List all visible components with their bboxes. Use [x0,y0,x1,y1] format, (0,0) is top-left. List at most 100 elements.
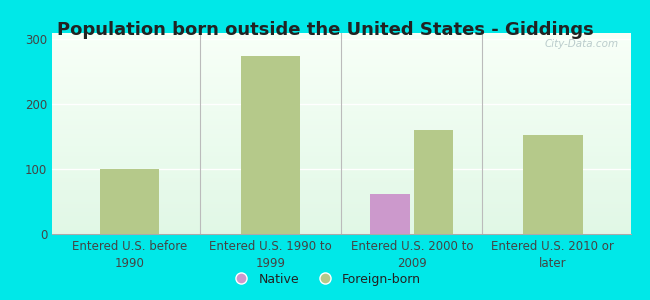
Bar [52,154,630,156]
Bar [52,71,630,73]
Bar [52,125,630,128]
Bar [52,124,630,125]
Bar [52,51,630,53]
Bar [52,158,630,160]
Bar [52,180,630,182]
Bar [52,184,630,186]
Bar [52,228,630,230]
Bar [52,81,630,83]
Bar [52,91,630,93]
Bar [370,194,410,234]
Bar [52,202,630,204]
Bar [52,196,630,198]
Bar [52,99,630,101]
Bar [52,142,630,144]
Bar [52,93,630,95]
Bar [52,101,630,103]
Bar [52,75,630,77]
Bar [52,156,630,158]
Bar [52,47,630,49]
Bar [52,61,630,63]
Bar [52,160,630,162]
Bar [52,116,630,117]
Bar [241,56,300,234]
Bar [52,198,630,200]
Bar [52,178,630,180]
Bar [52,43,630,45]
Bar [52,83,630,85]
Bar [52,222,630,224]
Bar [52,119,630,122]
Bar [52,131,630,134]
Bar [52,216,630,218]
Bar [52,137,630,140]
Bar [52,39,630,41]
Legend: Native, Foreign-born: Native, Foreign-born [224,268,426,291]
Bar [52,150,630,152]
Bar [52,128,630,130]
Bar [52,103,630,105]
Bar [52,111,630,113]
Bar [52,37,630,39]
Bar [52,130,630,131]
Bar [414,130,453,234]
Bar [52,113,630,116]
Bar [52,77,630,79]
Bar [52,192,630,194]
Bar [52,162,630,164]
Bar [52,224,630,226]
Bar [52,33,630,35]
Bar [52,55,630,57]
Bar [52,146,630,148]
Bar [52,194,630,196]
Bar [52,200,630,202]
Bar [52,208,630,210]
Bar [52,65,630,67]
Bar [52,117,630,119]
Bar [52,45,630,47]
Bar [52,210,630,212]
Bar [52,41,630,43]
Bar [52,172,630,174]
Bar [52,220,630,222]
Bar [52,190,630,192]
Bar [52,53,630,55]
Bar [52,57,630,59]
Bar [52,166,630,168]
Bar [52,95,630,97]
Bar [52,49,630,51]
Bar [52,85,630,87]
Bar [52,105,630,107]
Bar [52,226,630,228]
Bar [52,110,630,111]
Bar [52,73,630,75]
Bar [52,35,630,37]
Bar [52,186,630,188]
Bar [52,218,630,220]
Bar [52,143,630,146]
Text: City-Data.com: City-Data.com [545,39,619,49]
Bar [52,59,630,61]
Bar [52,79,630,81]
Bar [52,204,630,206]
Bar [52,170,630,172]
Bar [52,232,630,234]
Bar [52,136,630,137]
Bar [52,182,630,184]
Bar [52,63,630,65]
Bar [52,134,630,136]
Bar [100,169,159,234]
Bar [52,140,630,142]
Bar [52,89,630,91]
Bar [52,69,630,71]
Bar [52,206,630,208]
Bar [52,87,630,89]
Bar [52,164,630,166]
Bar [52,188,630,190]
Bar [52,176,630,178]
Bar [52,122,630,124]
Bar [52,214,630,216]
Bar [52,212,630,214]
Bar [52,168,630,170]
Bar [52,230,630,232]
